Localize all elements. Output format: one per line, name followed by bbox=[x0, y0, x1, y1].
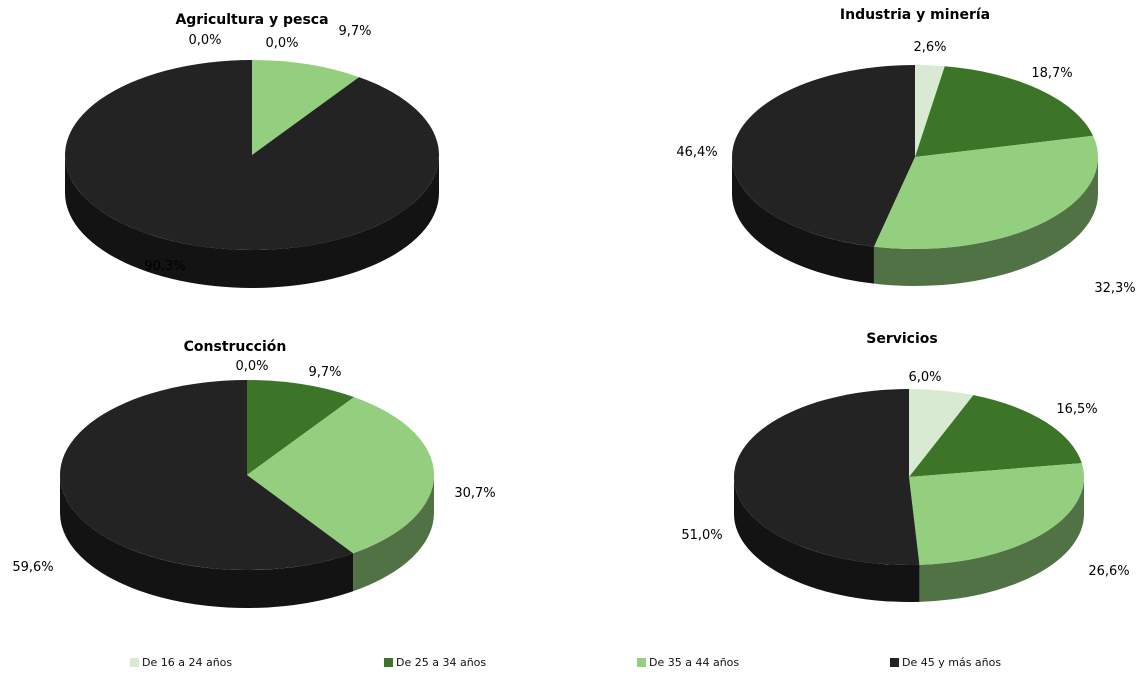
data-label-age-16-24: 0,0% bbox=[235, 359, 268, 374]
slice-age-45-plus bbox=[732, 65, 915, 247]
legend-label: De 25 a 34 años bbox=[396, 656, 487, 669]
chart-title: Servicios bbox=[866, 331, 937, 347]
slice-age-16-24 bbox=[909, 389, 974, 477]
pie-chart-3: Construcción 0,0% 9,7% 30,7% 59,6% bbox=[12, 339, 496, 609]
data-label-age-35-44: 9,7% bbox=[338, 24, 371, 39]
slice-side-age-45-plus bbox=[65, 155, 439, 288]
chart-title: Industria y minería bbox=[840, 7, 990, 23]
slice-side-age-35-44 bbox=[919, 477, 1084, 602]
slice-age-35-44 bbox=[873, 135, 1098, 249]
legend-label: De 16 a 24 años bbox=[142, 656, 233, 669]
slice-age-25-34 bbox=[909, 395, 1082, 477]
data-label-age-25-34: 9,7% bbox=[308, 365, 341, 380]
pie-chart-4: Servicios 6,0% 16,5% 26,6% 51,0% bbox=[681, 331, 1130, 602]
slice-age-35-44 bbox=[247, 397, 435, 554]
legend-item: De 45 y más años bbox=[890, 656, 1001, 669]
slice-age-25-34 bbox=[915, 66, 1094, 157]
data-label-age-25-34: 18,7% bbox=[1031, 66, 1072, 81]
legend-label: De 35 a 44 años bbox=[649, 656, 740, 669]
legend-item: De 35 a 44 años bbox=[637, 656, 739, 669]
slice-age-45-plus bbox=[60, 380, 354, 570]
data-label-age-16-24: 6,0% bbox=[908, 370, 941, 385]
pie-chart-1: Agricultura y pesca 0,0% 0,0% 9,7% 90,3% bbox=[64, 12, 439, 288]
data-label-age-45-plus: 90,3% bbox=[144, 259, 185, 274]
chart-title: Construcción bbox=[184, 339, 287, 355]
slice-age-45-plus bbox=[64, 60, 439, 250]
data-label-age-35-44: 26,6% bbox=[1088, 564, 1129, 579]
legend-swatch bbox=[890, 658, 899, 667]
data-label-age-16-24: 0,0% bbox=[188, 33, 221, 48]
legend-label: De 45 y más años bbox=[902, 656, 1002, 669]
pie-charts: Agricultura y pesca 0,0% 0,0% 9,7% 90,3% Indu… bbox=[12, 7, 1136, 609]
legend-item: De 25 a 34 años bbox=[384, 656, 486, 669]
slice-side-age-35-44 bbox=[353, 475, 434, 592]
slice-age-35-44 bbox=[909, 463, 1084, 565]
slice-side-age-45-plus bbox=[734, 477, 920, 602]
legend-swatch bbox=[637, 658, 646, 667]
legend-item: De 16 a 24 años bbox=[130, 656, 232, 669]
data-label-age-16-24: 2,6% bbox=[913, 40, 946, 55]
data-label-age-45-plus: 51,0% bbox=[681, 528, 722, 543]
legend-swatch bbox=[384, 658, 393, 667]
data-label-age-35-44: 32,3% bbox=[1094, 281, 1135, 296]
data-label-age-45-plus: 59,6% bbox=[12, 560, 53, 575]
slice-age-25-34 bbox=[247, 380, 355, 475]
chart-title: Agricultura y pesca bbox=[175, 12, 328, 28]
slice-side-age-35-44 bbox=[873, 157, 1098, 286]
data-label-age-35-44: 30,7% bbox=[454, 486, 495, 501]
legend: De 16 a 24 años De 25 a 34 años De 35 a … bbox=[0, 656, 1143, 674]
slice-side-age-45-plus bbox=[732, 157, 874, 284]
slice-side-age-45-plus bbox=[60, 475, 354, 609]
data-label-age-45-plus: 46,4% bbox=[676, 145, 717, 160]
slice-age-35-44 bbox=[252, 60, 360, 155]
data-label-age-25-34: 0,0% bbox=[265, 36, 298, 51]
pie-chart-2: Industria y minería 2,6% 18,7% 32,3% 46,4% bbox=[676, 7, 1135, 296]
slice-age-16-24 bbox=[915, 65, 945, 157]
data-label-age-25-34: 16,5% bbox=[1056, 402, 1097, 417]
slice-age-45-plus bbox=[733, 389, 920, 565]
legend-swatch bbox=[130, 658, 139, 667]
